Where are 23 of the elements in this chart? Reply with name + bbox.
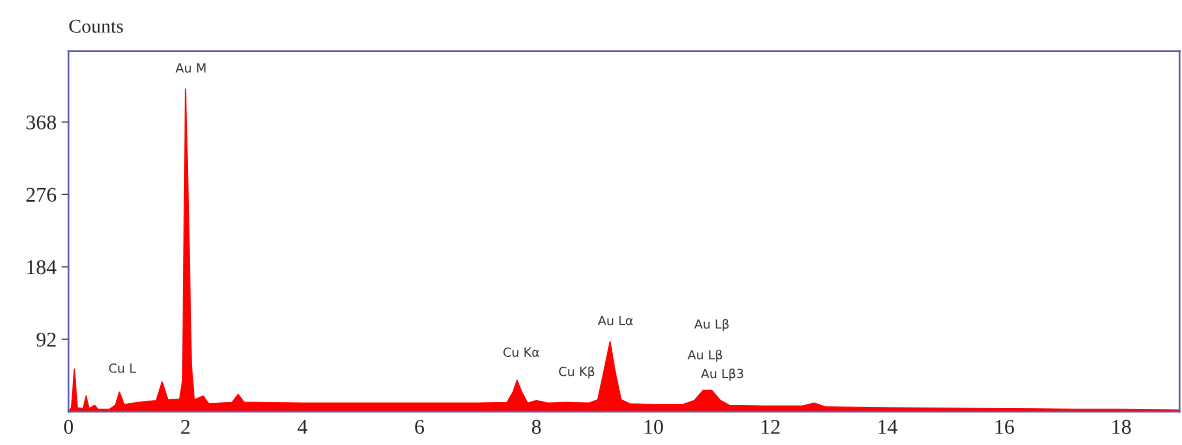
annotation: Cu Kα <box>503 347 540 357</box>
annotation: Au Lβ <box>694 319 729 332</box>
annotation: Au M <box>175 63 206 73</box>
x-tick-label: 2 <box>181 419 190 434</box>
x-tick-label: 18 <box>1112 419 1131 434</box>
x-tick-label: 14 <box>878 419 898 434</box>
y-tick-label: 184 <box>27 260 57 275</box>
x-tick-label: 8 <box>531 419 541 434</box>
x-tick-label: 4 <box>297 420 308 434</box>
y-axis-title: Counts <box>69 19 123 33</box>
y-tick-label: 276 <box>26 187 57 202</box>
annotation: Cu L <box>109 363 136 373</box>
y-tick-label: 368 <box>26 115 56 130</box>
y-tick-label: 92 <box>36 332 56 347</box>
x-tick-label: 6 <box>415 419 425 434</box>
x-tick-label: 10 <box>644 419 663 434</box>
annotation: Au Lα <box>597 315 633 326</box>
x-tick-label: 0 <box>64 419 73 434</box>
annotation: Au Lβ3 <box>700 368 744 381</box>
annotation: Au Lβ <box>687 349 722 362</box>
annotation: Cu Kβ <box>559 366 595 379</box>
x-tick-label: 16 <box>995 419 1014 434</box>
x-tick-label: 12 <box>761 419 780 434</box>
